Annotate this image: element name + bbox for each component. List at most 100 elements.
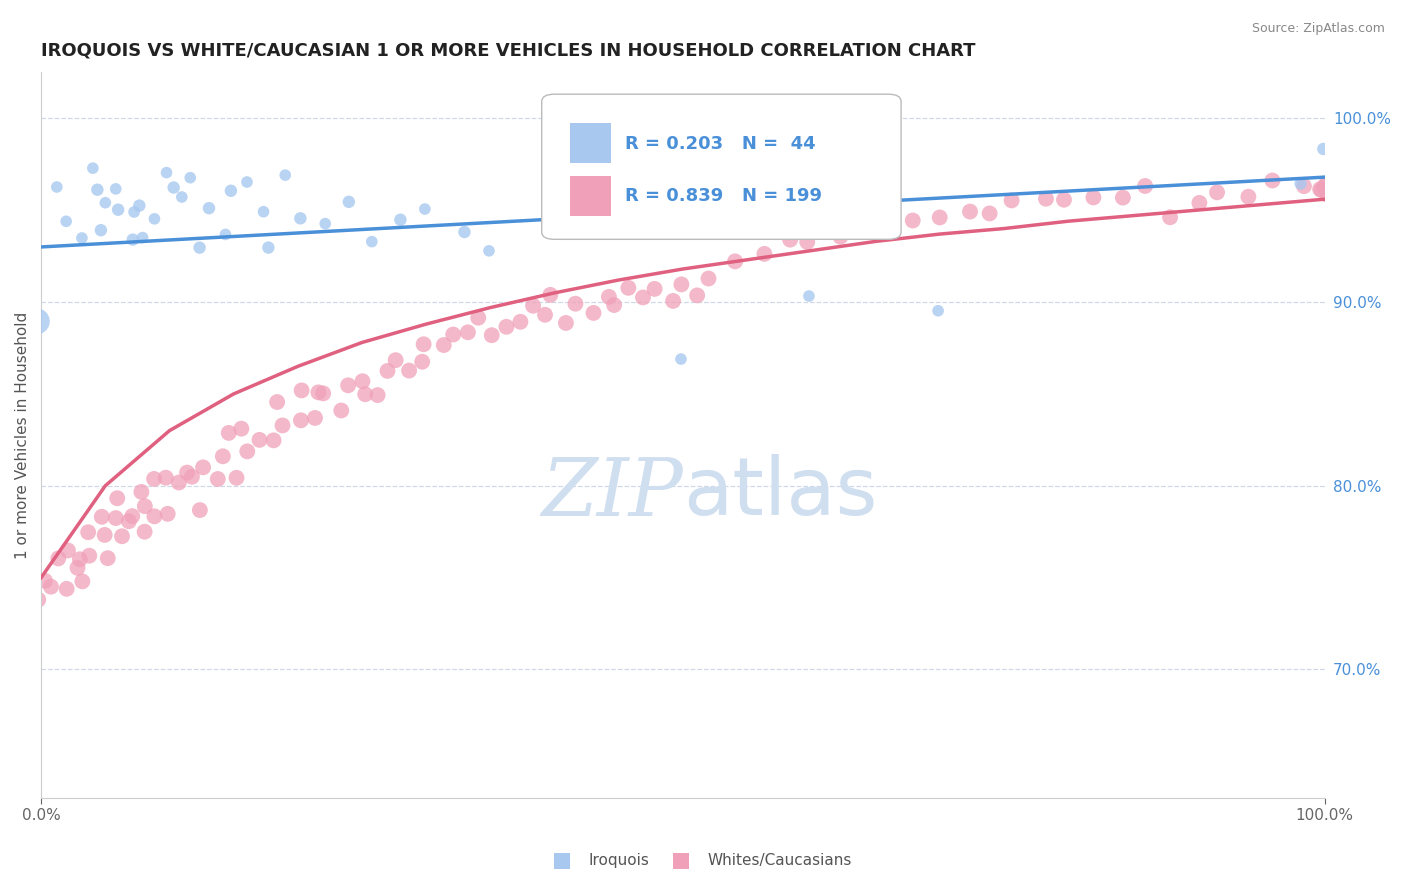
Point — [384, 353, 406, 368]
Point — [564, 296, 586, 310]
Point — [686, 288, 709, 302]
Point — [143, 472, 166, 486]
Point — [39, 580, 62, 594]
Point — [509, 315, 531, 329]
Point — [1112, 191, 1135, 205]
Point — [252, 204, 274, 219]
Text: R = 0.203   N =  44: R = 0.203 N = 44 — [626, 135, 815, 153]
Point — [55, 582, 77, 596]
Point — [928, 211, 950, 225]
Point — [128, 198, 150, 212]
Point — [45, 180, 67, 194]
Point — [236, 175, 259, 189]
Point — [467, 310, 489, 325]
Point — [1035, 192, 1057, 206]
Point — [155, 166, 177, 180]
Point — [304, 411, 326, 425]
Point — [122, 205, 145, 219]
Point — [555, 316, 578, 330]
Point — [671, 277, 693, 292]
Point — [457, 326, 479, 340]
Point — [1292, 179, 1315, 194]
Point — [669, 352, 692, 367]
Point — [1053, 193, 1076, 207]
Point — [266, 395, 288, 409]
Point — [34, 574, 56, 588]
Point — [1313, 179, 1336, 194]
Point — [46, 551, 69, 566]
Point — [610, 219, 633, 234]
Point — [77, 525, 100, 540]
Point — [56, 543, 79, 558]
Point — [167, 475, 190, 490]
Point — [901, 213, 924, 227]
Point — [796, 235, 818, 249]
Point — [603, 298, 626, 312]
Point — [82, 161, 104, 176]
Point — [181, 469, 204, 483]
Point — [207, 472, 229, 486]
Point — [231, 422, 253, 436]
Point — [107, 202, 129, 217]
Point — [143, 509, 166, 524]
Text: R = 0.839   N = 199: R = 0.839 N = 199 — [626, 186, 823, 205]
Point — [631, 290, 654, 304]
Point — [411, 355, 433, 369]
Point — [737, 204, 759, 219]
Point — [1312, 142, 1334, 156]
Point — [86, 183, 108, 197]
Point — [398, 363, 420, 377]
Point — [291, 384, 314, 398]
Point — [170, 190, 193, 204]
Point — [797, 289, 820, 303]
Point — [27, 592, 49, 607]
Point — [90, 509, 112, 524]
Point — [312, 386, 335, 401]
Text: IROQUOIS VS WHITE/CAUCASIAN 1 OR MORE VEHICLES IN HOUSEHOLD CORRELATION CHART: IROQUOIS VS WHITE/CAUCASIAN 1 OR MORE VE… — [41, 42, 976, 60]
Point — [779, 233, 801, 247]
Point — [179, 170, 201, 185]
Point — [191, 460, 214, 475]
Point — [257, 241, 280, 255]
Point — [77, 549, 100, 563]
Point — [188, 241, 211, 255]
Point — [582, 306, 605, 320]
Point — [72, 574, 94, 589]
Point — [225, 471, 247, 485]
Point — [697, 271, 720, 285]
Point — [55, 214, 77, 228]
Point — [307, 385, 329, 400]
Point — [104, 511, 127, 525]
FancyBboxPatch shape — [569, 123, 612, 163]
Point — [433, 338, 456, 352]
Point — [927, 303, 949, 318]
Point — [214, 227, 236, 242]
Point — [131, 484, 153, 499]
Point — [367, 388, 389, 402]
Point — [979, 206, 1001, 220]
Point — [547, 198, 569, 212]
Point — [156, 507, 179, 521]
Point — [219, 184, 242, 198]
Point — [863, 206, 886, 220]
Point — [1133, 179, 1156, 194]
Text: atlas: atlas — [683, 454, 877, 533]
Point — [481, 328, 503, 343]
FancyBboxPatch shape — [541, 95, 901, 239]
Point — [274, 168, 297, 182]
Point — [94, 195, 117, 210]
Point — [360, 235, 382, 249]
Point — [249, 433, 271, 447]
Point — [441, 327, 464, 342]
Text: Source: ZipAtlas.com: Source: ZipAtlas.com — [1251, 22, 1385, 36]
Point — [105, 491, 128, 506]
Legend: Iroquois, Whites/Caucasians: Iroquois, Whites/Caucasians — [548, 845, 858, 875]
Point — [69, 552, 91, 566]
Point — [1237, 190, 1260, 204]
Point — [662, 293, 685, 308]
Point — [352, 374, 374, 388]
Point — [134, 499, 156, 513]
Point — [218, 425, 240, 440]
Point — [271, 418, 294, 433]
Point — [337, 378, 360, 392]
